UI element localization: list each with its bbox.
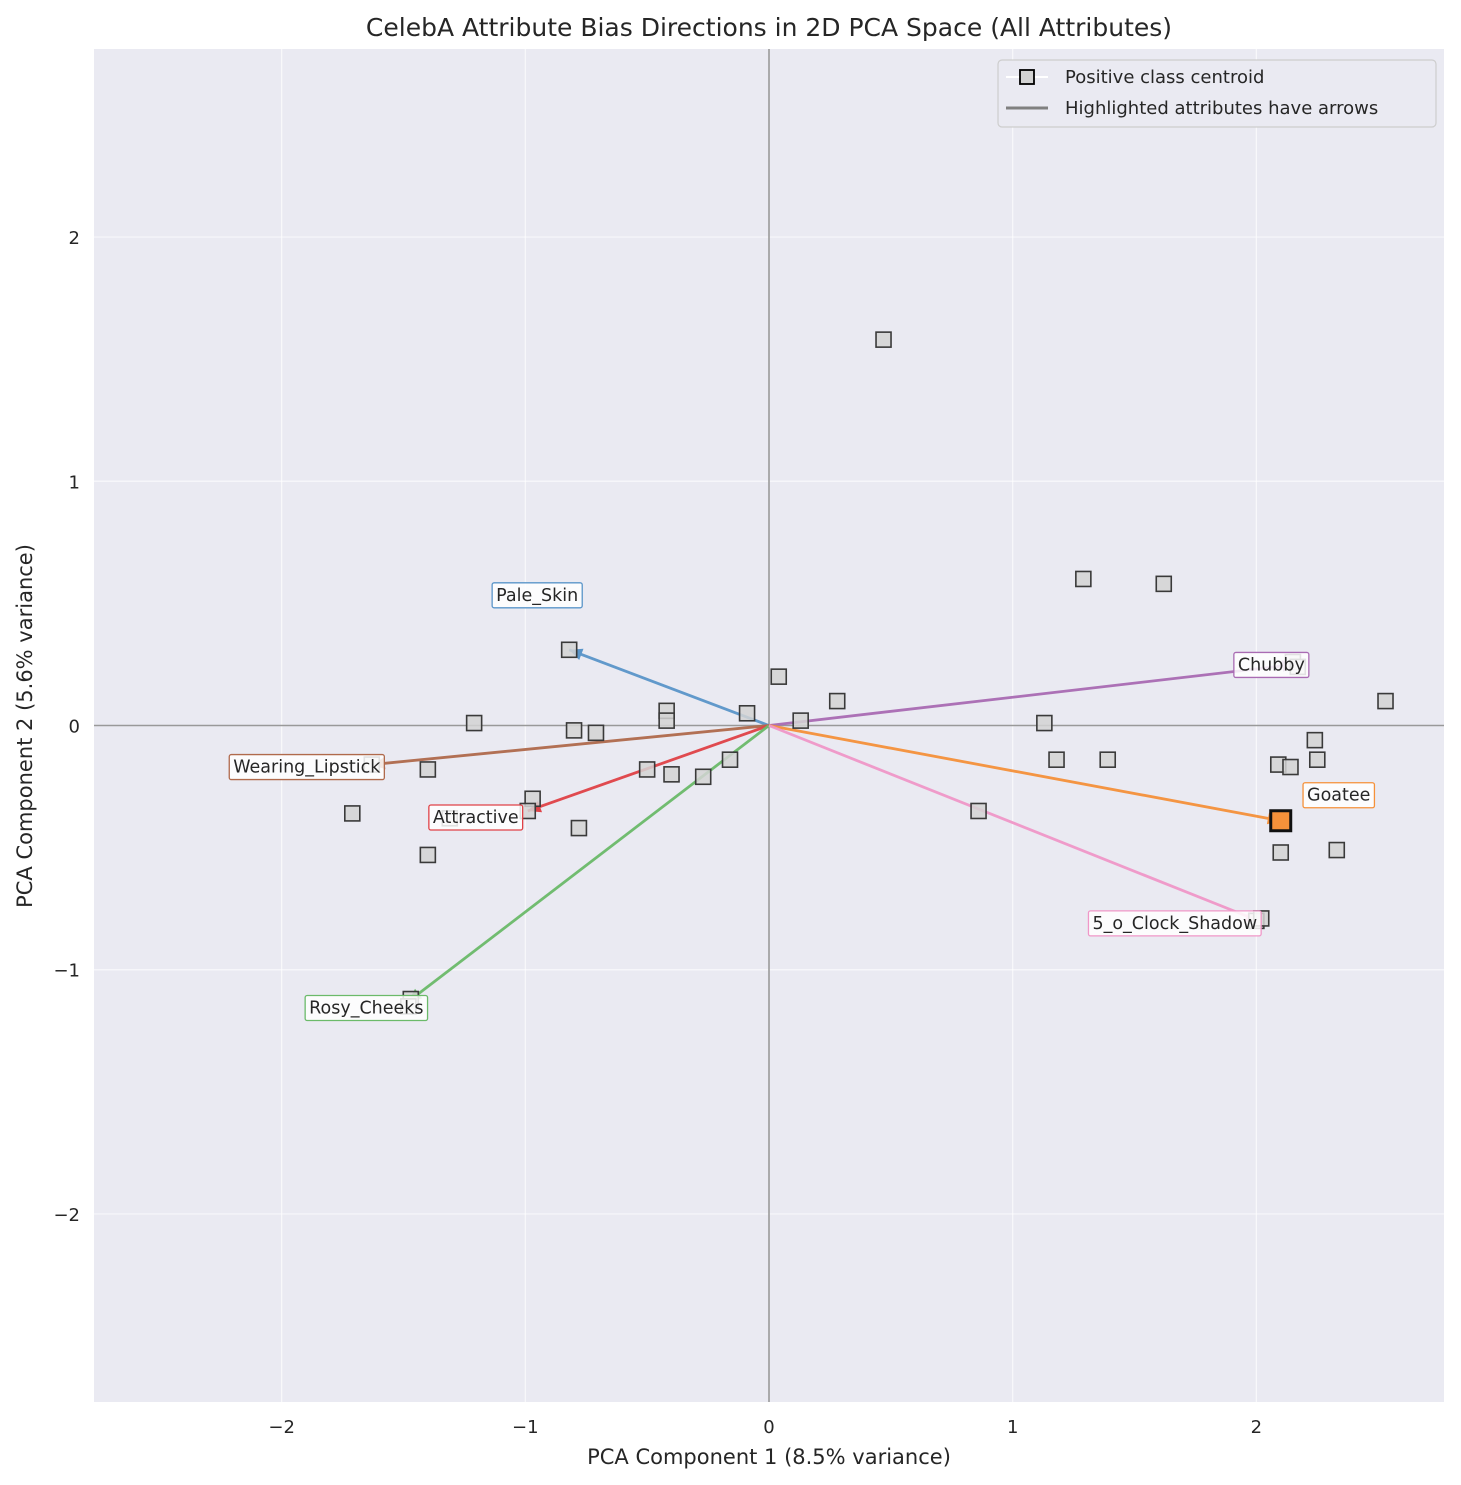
label-box-Attractive bbox=[428, 804, 524, 831]
centroid-point bbox=[1075, 570, 1092, 588]
centroid-point bbox=[465, 714, 483, 732]
label-Chubby: Chubby bbox=[1233, 651, 1310, 679]
label-Wearing_Lipstick: Wearing_Lipstick bbox=[228, 753, 385, 781]
legend-marker-square bbox=[1019, 69, 1035, 85]
legend-entry-centroid: Positive class centroid bbox=[1065, 67, 1264, 88]
label-Rosy_Cheeks: Rosy_Cheeks bbox=[304, 994, 429, 1022]
centroid-point bbox=[419, 761, 437, 778]
arrow-5_o_Clock_Shadow bbox=[768, 724, 1260, 923]
centroid-point bbox=[875, 331, 892, 348]
y-tick-label: 2 bbox=[69, 228, 80, 249]
centroid-point bbox=[1048, 751, 1065, 768]
label-5_o_Clock_Shadow: 5_o_Clock_Shadow bbox=[1087, 910, 1262, 937]
centroid-point bbox=[663, 766, 680, 783]
label-text-Goatee: Goatee bbox=[1307, 786, 1370, 806]
label-text-5_o_Clock_Shadow: 5_o_Clock_Shadow bbox=[1092, 914, 1257, 934]
arrow-Goatee bbox=[768, 724, 1281, 823]
centroid-point bbox=[792, 712, 809, 729]
centroid-point bbox=[1377, 692, 1394, 710]
centroid-point bbox=[694, 768, 712, 786]
y-tick-label: 1 bbox=[69, 472, 80, 493]
label-box-Goatee bbox=[1302, 782, 1376, 809]
centroid-point bbox=[658, 712, 675, 729]
centroid-point bbox=[1099, 751, 1117, 768]
arrow-Chubby bbox=[768, 663, 1296, 727]
centroid-point bbox=[565, 722, 583, 739]
centroid-point bbox=[970, 802, 987, 820]
x-axis-label: PCA Component 1 (8.5% variance) bbox=[587, 1445, 951, 1469]
y-tick-label: 0 bbox=[69, 717, 80, 738]
arrow-Pale_Skin bbox=[568, 648, 770, 727]
x-tick-label: −1 bbox=[512, 1417, 539, 1438]
centroid-point bbox=[419, 846, 437, 864]
label-text-Pale_Skin: Pale_Skin bbox=[496, 586, 578, 606]
chart-title: CelebA Attribute Bias Directions in 2D P… bbox=[366, 13, 1172, 42]
centroid-point bbox=[1155, 575, 1173, 593]
centroid-point bbox=[721, 751, 739, 768]
x-tick-label: 2 bbox=[1251, 1417, 1262, 1438]
y-tick-label: −2 bbox=[53, 1205, 80, 1226]
legend: Positive class centroid Highlighted attr… bbox=[997, 59, 1437, 128]
centroid-point bbox=[587, 724, 605, 742]
label-text-Attractive: Attractive bbox=[433, 808, 519, 828]
label-text-Chubby: Chubby bbox=[1238, 655, 1305, 675]
y-tick-label: −1 bbox=[53, 961, 80, 982]
label-Pale_Skin: Pale_Skin bbox=[491, 582, 583, 609]
x-tick-label: −2 bbox=[268, 1417, 295, 1438]
centroid-point bbox=[1328, 841, 1346, 859]
label-box-5_o_Clock_Shadow bbox=[1087, 910, 1262, 937]
label-Attractive: Attractive bbox=[428, 804, 524, 831]
legend-box bbox=[997, 59, 1437, 128]
attribute-labels: Pale_Skin Wearing_Lipstick Attractive Rosy_… bbox=[228, 582, 1376, 1022]
centroid-point bbox=[1272, 844, 1290, 861]
label-Goatee: Goatee bbox=[1302, 782, 1376, 809]
centroid-point bbox=[770, 668, 788, 685]
centroid-point bbox=[1036, 714, 1053, 732]
centroid-point bbox=[570, 819, 588, 837]
centroid-point bbox=[1306, 731, 1324, 749]
label-text-Rosy_Cheeks: Rosy_Cheeks bbox=[309, 998, 423, 1018]
arrow-Wearing_Lipstick bbox=[371, 724, 770, 766]
x-tick-label: 0 bbox=[763, 1417, 774, 1438]
label-box-Pale_Skin bbox=[491, 582, 583, 609]
legend-entry-arrows: Highlighted attributes have arrows bbox=[1065, 98, 1378, 119]
y-axis-label: PCA Component 2 (5.6% variance) bbox=[13, 544, 37, 908]
selected-centroid bbox=[1269, 809, 1293, 833]
centroid-point bbox=[1282, 758, 1299, 776]
x-tick-label: 1 bbox=[1007, 1417, 1018, 1438]
x-tick-labels: −2 −1 0 1 2 bbox=[268, 1417, 1262, 1438]
centroid-point bbox=[560, 641, 578, 659]
centroid-point bbox=[738, 704, 756, 722]
label-box-Rosy_Cheeks bbox=[304, 994, 429, 1022]
centroid-point bbox=[344, 805, 361, 822]
centroid-point bbox=[638, 761, 656, 778]
centroid-point bbox=[828, 692, 846, 710]
y-tick-labels: −2 −1 0 1 2 bbox=[53, 228, 80, 1226]
label-text-Wearing_Lipstick: Wearing_Lipstick bbox=[233, 758, 381, 778]
label-box-Wearing_Lipstick bbox=[228, 753, 385, 781]
centroid-point bbox=[1308, 751, 1326, 768]
label-box-Chubby bbox=[1233, 651, 1310, 679]
